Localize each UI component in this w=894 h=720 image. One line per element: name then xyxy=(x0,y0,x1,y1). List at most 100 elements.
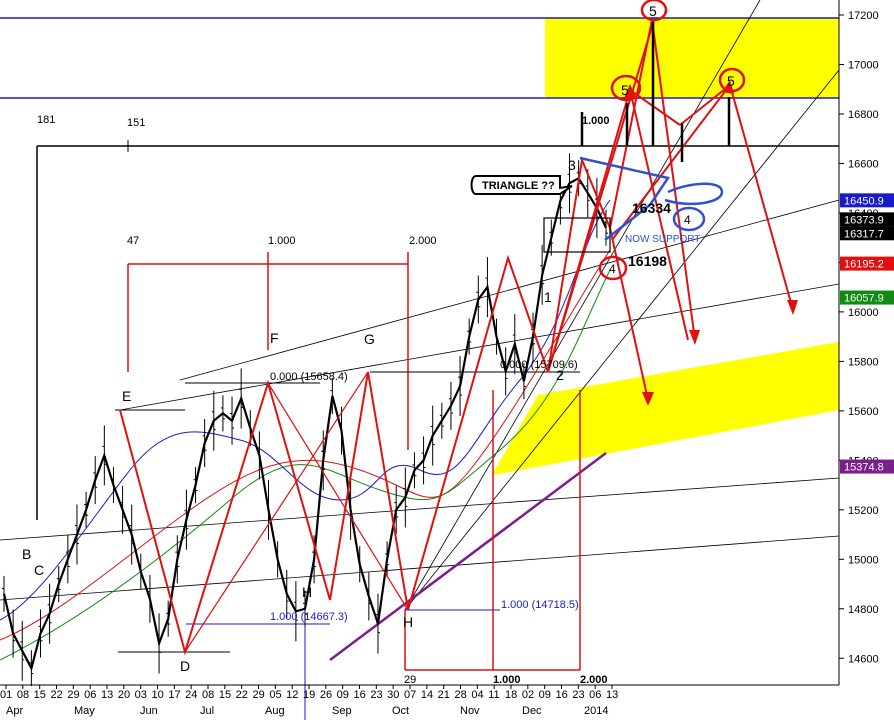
x-month-label: Sep xyxy=(332,705,352,717)
x-day-label: 08 xyxy=(17,689,29,701)
x-day-label: 04 xyxy=(471,689,483,701)
fib-text-14667: 1.000 (14667.3) xyxy=(270,611,348,623)
y-tick-label: 15200 xyxy=(848,505,879,517)
x-day-label: 03 xyxy=(135,689,147,701)
now-support-text: NOW SUPPORT xyxy=(625,234,700,245)
fib-text-15709: 0.000 (15709.6) xyxy=(500,359,578,371)
price-line xyxy=(2,176,607,672)
x-day-label: 07 xyxy=(404,689,416,701)
y-tick-label: 16000 xyxy=(848,307,879,319)
label-181: 181 xyxy=(37,114,55,126)
triangle-outline xyxy=(579,156,671,241)
wave-circles xyxy=(598,0,746,281)
price-box xyxy=(840,212,894,227)
wave-label-e: E xyxy=(122,388,131,404)
x-day-label: 01 xyxy=(0,689,12,701)
x-day-label: 09 xyxy=(337,689,349,701)
fib-bracket-top xyxy=(127,252,409,450)
x-month-label: Dec xyxy=(522,705,542,717)
y-tick-label: 15000 xyxy=(848,554,879,566)
y-tick-label: 16800 xyxy=(848,109,879,121)
x-day-label: 15 xyxy=(219,689,231,701)
price-box-label: 16450.9 xyxy=(844,195,884,207)
y-tick-label: 17200 xyxy=(848,10,879,22)
wave-label-3: 3 xyxy=(568,157,576,173)
wave-labels: B C D E F G H H 1 2 3 4 4 5 5 5 xyxy=(22,3,735,674)
x-day-label: 29 xyxy=(253,689,265,701)
x-month-label: 2014 xyxy=(584,705,608,717)
wave-label-4-red: 4 xyxy=(609,262,616,276)
x-month-label: Apr xyxy=(6,705,23,717)
triangle-tail xyxy=(664,182,724,206)
wave-label-h2: H xyxy=(403,614,413,630)
target-zone-upper xyxy=(545,18,839,98)
x-day-label: 10 xyxy=(152,689,164,701)
price-box-label: 16195.2 xyxy=(844,259,884,271)
x-day-label: 16 xyxy=(556,689,568,701)
wave-label-g: G xyxy=(364,331,375,347)
fib-text-15658: 0.000 (15658.4) xyxy=(270,371,348,383)
y-axis-panel xyxy=(839,0,894,720)
wave-label-h1: H xyxy=(302,584,312,600)
fib-47: 47 xyxy=(127,235,139,247)
x-day-label: 18 xyxy=(505,689,517,701)
fib-1000-right: 1.000 xyxy=(582,115,610,127)
price-box-label: 16317.7 xyxy=(844,228,884,240)
wave-zigzag-2 xyxy=(267,382,409,611)
x-month-label: Aug xyxy=(265,705,285,717)
x-day-label: 11 xyxy=(488,689,499,701)
triangle-callout xyxy=(470,175,573,195)
fib-bracket-bottom xyxy=(404,390,581,671)
price-series xyxy=(2,176,607,672)
x-month-label: May xyxy=(74,705,95,717)
price-box-label: 16057.9 xyxy=(844,293,884,305)
x-day-label: 19 xyxy=(303,689,315,701)
y-tick-label: 15600 xyxy=(848,406,879,418)
y-tick-label: 14600 xyxy=(848,653,879,665)
wave-zigzag-3 xyxy=(184,371,369,653)
level-16198: 16198 xyxy=(628,253,667,269)
price-box xyxy=(840,459,894,474)
x-day-label: 22 xyxy=(236,689,248,701)
wave-zigzag xyxy=(119,156,611,656)
x-day-label: 02 xyxy=(522,689,534,701)
x-axis-ticks: 01 08 15 22 29 06 13 20 03 10 17 24 08 15 22 29 05 12 19 26… xyxy=(0,685,618,717)
x-month-label: Jun xyxy=(140,705,158,717)
x-month-label: Nov xyxy=(460,705,480,717)
purple-trend-line xyxy=(329,452,607,661)
label-151: 151 xyxy=(127,117,145,129)
wave-label-2: 2 xyxy=(556,367,564,383)
x-month-label: Jul xyxy=(200,705,214,717)
x-day-label: 13 xyxy=(101,689,113,701)
x-day-label: 29 xyxy=(67,689,79,701)
x-day-label: 08 xyxy=(202,689,214,701)
wave-label-1: 1 xyxy=(544,289,552,305)
x-day-label: 30 xyxy=(387,689,399,701)
wave-label-5-right: 5 xyxy=(727,73,735,89)
black-vertical-markers xyxy=(580,22,731,162)
x-day-label: 26 xyxy=(320,689,332,701)
x-day-label: 13 xyxy=(606,689,618,701)
price-box xyxy=(840,290,894,305)
wave-label-5-top: 5 xyxy=(649,3,657,19)
price-box-label: 15374.8 xyxy=(844,462,884,474)
x-day-label: 23 xyxy=(370,689,382,701)
fib-1000-bottom: 1.000 xyxy=(493,674,521,686)
price-box xyxy=(840,193,894,208)
x-day-label: 05 xyxy=(269,689,281,701)
x-day-label: 28 xyxy=(455,689,467,701)
y-tick-label: 15800 xyxy=(848,356,879,368)
wave-4-blue-circle xyxy=(672,206,706,232)
fib-2000-top: 2.000 xyxy=(409,235,437,247)
price-box xyxy=(840,256,894,271)
level-16334: 16334 xyxy=(632,200,671,216)
x-day-label: 09 xyxy=(539,689,551,701)
fib-1000-top: 1.000 xyxy=(268,235,296,247)
wave-label-f: F xyxy=(270,330,279,346)
x-day-label: 12 xyxy=(286,689,298,701)
x-day-label: 22 xyxy=(51,689,63,701)
x-month-label: Oct xyxy=(392,705,409,717)
y-tick-label: 16600 xyxy=(848,158,879,170)
